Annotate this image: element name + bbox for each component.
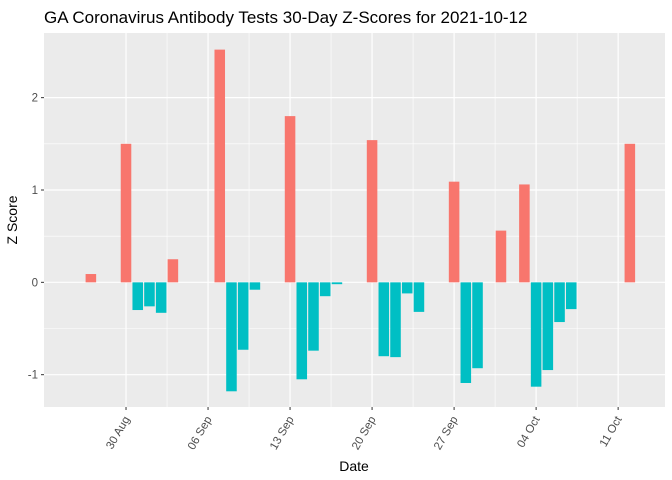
bar-2021-09-23 [401, 282, 413, 294]
bar-2021-09-09 [237, 282, 249, 350]
bar-2021-09-07 [214, 49, 226, 283]
bar-2021-09-14 [296, 282, 308, 380]
plot-panel [44, 33, 665, 407]
bar-2021-09-20 [366, 140, 378, 283]
bar-2021-09-17 [331, 282, 343, 285]
bar-2021-10-05 [542, 282, 554, 371]
x-tick-label: 20 Sep [350, 415, 379, 453]
x-tick-label: 06 Sep [186, 415, 215, 453]
y-axis-title: Z Score [4, 195, 20, 244]
x-tick-label: 27 Sep [432, 415, 461, 453]
x-tick-label: 13 Sep [268, 415, 297, 453]
y-tick-label: -1 [28, 370, 38, 382]
bar-2021-09-01 [144, 282, 155, 307]
bar-2021-09-24 [413, 282, 425, 312]
bar-2021-10-01 [495, 230, 507, 283]
x-tick-label: 30 Aug [104, 415, 132, 452]
bar-2021-08-30 [120, 143, 132, 283]
bar-2021-10-04 [530, 282, 542, 387]
x-axis: 30 Aug 06 Sep 13 Sep 20 Sep 27 Sep 04 Oct 11 O… [104, 407, 625, 452]
bar-2021-09-16 [319, 282, 331, 297]
bar-2021-08-31 [132, 282, 144, 311]
chart-title: GA Coronavirus Antibody Tests 30-Day Z-S… [44, 8, 527, 27]
bar-2021-09-08 [226, 282, 237, 392]
bar-2021-09-15 [308, 282, 319, 351]
x-tick-label: 11 Oct [598, 414, 625, 449]
bar-2021-08-27 [85, 274, 97, 283]
bar-2021-10-12 [624, 143, 636, 283]
y-tick-label: 2 [32, 93, 38, 105]
bar-2021-09-27 [448, 181, 460, 283]
y-tick-label: 1 [32, 185, 38, 197]
bar-2021-09-02 [155, 282, 167, 313]
bar-2021-10-06 [554, 282, 565, 323]
x-tick-label: 04 Oct [515, 414, 543, 450]
bar-2021-09-21 [378, 282, 390, 357]
y-tick-label: 0 [32, 277, 38, 289]
bar-2021-09-03 [167, 259, 179, 283]
bar-2021-09-28 [460, 282, 472, 383]
y-axis: -1 0 1 2 [28, 93, 44, 382]
bar-2021-09-10 [249, 282, 261, 290]
bar-2021-10-03 [519, 184, 530, 283]
bar-2021-10-07 [565, 282, 577, 310]
bars [85, 49, 636, 392]
bar-2021-09-22 [390, 282, 401, 358]
bar-2021-09-29 [472, 282, 483, 369]
bar-2021-09-13 [284, 116, 296, 283]
x-axis-title: Date [339, 458, 369, 474]
